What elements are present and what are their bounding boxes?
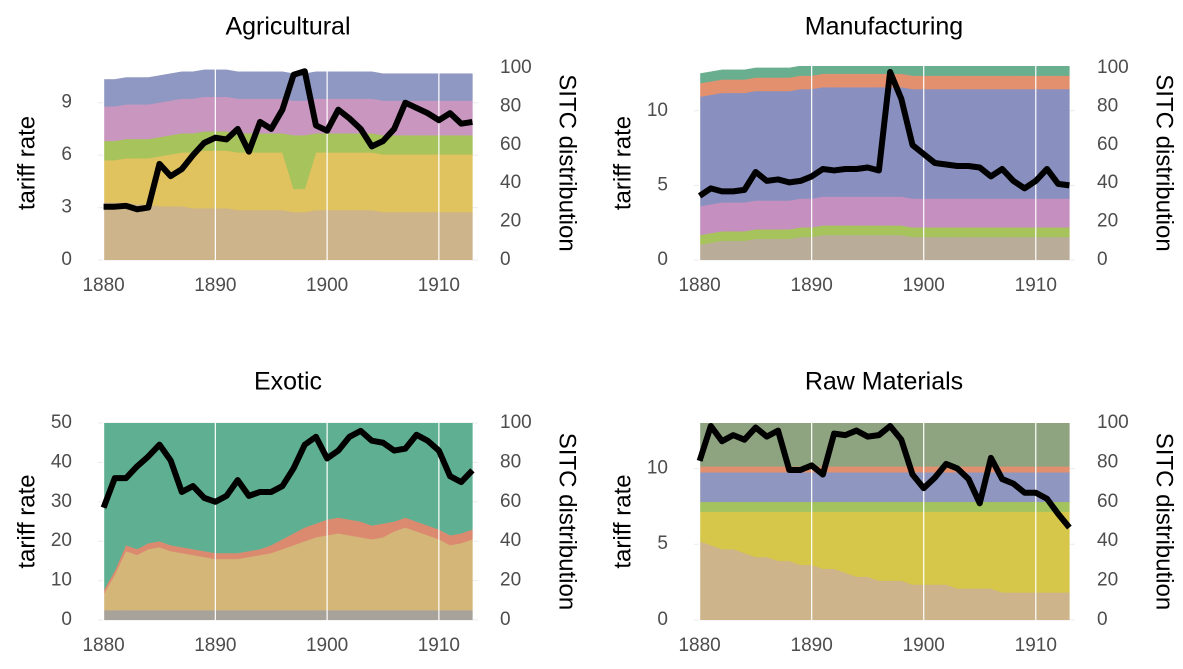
y2-tick-label: 80 — [500, 95, 521, 116]
panel: Raw Materials tariff rate SITC distributio… — [609, 368, 1177, 656]
x-tick-label: 1900 — [903, 275, 945, 296]
y2-tick-label: 0 — [1097, 609, 1108, 630]
x-tick-label: 1880 — [678, 275, 720, 296]
y-tick-label: 20 — [51, 530, 72, 551]
y2-tick-label: 80 — [500, 451, 521, 472]
x-tick-label: 1890 — [194, 275, 236, 296]
tariff-line — [696, 423, 1072, 530]
y-tick-label: 10 — [647, 100, 668, 121]
y-tick-label: 0 — [61, 249, 72, 270]
y2-tick-label: 80 — [1097, 451, 1118, 472]
tariff-line — [100, 427, 475, 509]
tariff-line — [697, 68, 1070, 199]
stacked-area — [699, 501, 1070, 512]
y2-axis-label: SITC distribution — [1151, 433, 1178, 610]
y2-tick-label: 20 — [1097, 570, 1118, 591]
areas — [699, 423, 1070, 620]
y2-tick-label: 100 — [500, 412, 532, 433]
y-tick-label: 0 — [657, 609, 668, 630]
x-tick-label: 1890 — [791, 635, 833, 656]
y2-axis-label: SITC distribution — [554, 433, 581, 610]
x-tick-label: 1910 — [1015, 275, 1057, 296]
y2-axis-label: SITC distribution — [1151, 74, 1178, 251]
y-tick-label: 0 — [61, 609, 72, 630]
y2-tick-label: 60 — [500, 134, 521, 155]
y2-tick-label: 0 — [1097, 249, 1108, 270]
x-tick-label: 1880 — [82, 635, 124, 656]
panel-title: Exotic — [254, 368, 322, 396]
y2-tick-label: 100 — [1097, 412, 1129, 433]
y2-tick-label: 0 — [500, 249, 511, 270]
areas — [699, 66, 1070, 260]
y2-tick-label: 100 — [1097, 57, 1129, 78]
y2-tick-label: 20 — [500, 211, 521, 232]
y2-tick-label: 60 — [500, 491, 521, 512]
y-axis-label: tariff rate — [609, 474, 636, 568]
y-axis-label: tariff rate — [13, 474, 40, 568]
y-tick-label: 3 — [61, 197, 72, 218]
stacked-area — [699, 466, 1070, 473]
y-tick-label: 30 — [51, 491, 72, 512]
y-tick-label: 40 — [51, 451, 72, 472]
y2-axis-label: SITC distribution — [554, 74, 581, 251]
y2-tick-label: 60 — [1097, 491, 1118, 512]
y2-tick-label: 80 — [1097, 95, 1118, 116]
y2-tick-label: 20 — [1097, 211, 1118, 232]
y2-tick-label: 60 — [1097, 134, 1118, 155]
panel-title: Agricultural — [225, 13, 350, 41]
x-tick-label: 1900 — [306, 275, 348, 296]
areas — [103, 423, 473, 620]
stacked-area — [699, 66, 1070, 84]
x-tick-label: 1900 — [306, 635, 348, 656]
panel: Manufacturing tariff rate SITC distributio… — [609, 13, 1177, 296]
stacked-area — [103, 609, 473, 620]
y-tick-label: 5 — [657, 533, 668, 554]
y2-tick-label: 20 — [500, 570, 521, 591]
x-tick-label: 1880 — [678, 635, 720, 656]
x-tick-label: 1890 — [194, 635, 236, 656]
stacked-area — [103, 96, 473, 142]
y-tick-label: 10 — [647, 457, 668, 478]
y-tick-label: 10 — [51, 570, 72, 591]
x-tick-label: 1900 — [903, 635, 945, 656]
x-tick-label: 1910 — [1015, 635, 1057, 656]
y2-tick-label: 40 — [500, 530, 521, 551]
y2-tick-label: 40 — [500, 172, 521, 193]
panel: Exotic tariff rate SITC distribution 0 10 20 3… — [13, 368, 580, 656]
stacked-area — [103, 423, 473, 592]
y2-tick-label: 40 — [1097, 172, 1118, 193]
tariff-line — [103, 68, 473, 213]
y2-tick-label: 100 — [500, 57, 532, 78]
x-tick-label: 1910 — [418, 275, 460, 296]
y-tick-label: 50 — [51, 412, 72, 433]
y-axis-label: tariff rate — [13, 116, 40, 210]
panel-title: Manufacturing — [805, 13, 963, 41]
y-tick-label: 6 — [61, 144, 72, 165]
y-tick-label: 5 — [657, 174, 668, 195]
panel: Agricultural tariff rate SITC distribution… — [13, 13, 580, 296]
y2-tick-label: 0 — [500, 609, 511, 630]
x-tick-label: 1890 — [791, 275, 833, 296]
x-tick-label: 1880 — [82, 275, 124, 296]
y2-tick-label: 40 — [1097, 530, 1118, 551]
y-tick-label: 0 — [657, 249, 668, 270]
y-tick-label: 9 — [61, 92, 72, 113]
x-tick-label: 1910 — [418, 635, 460, 656]
y-axis-label: tariff rate — [609, 116, 636, 210]
panel-title: Raw Materials — [805, 368, 963, 396]
